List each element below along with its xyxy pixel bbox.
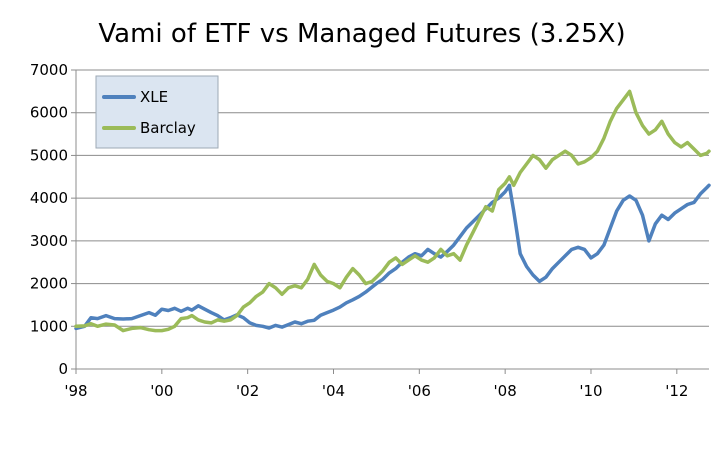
x-tick-label: '02 [236, 382, 259, 400]
legend: XLE Barclay [95, 75, 219, 149]
y-tick-label: 1000 [30, 317, 68, 335]
series-lines [74, 89, 711, 333]
series-line-barclay [74, 89, 711, 333]
y-tick-label: 4000 [30, 189, 68, 207]
x-tick-label: '06 [408, 382, 431, 400]
legend-box [95, 75, 219, 149]
y-tick-label: 7000 [30, 61, 68, 79]
legend-label-barclay: Barclay [140, 119, 196, 137]
y-tick-label: 0 [58, 360, 68, 378]
y-tick-label: 3000 [30, 232, 68, 250]
x-tick-label: '10 [579, 382, 602, 400]
x-tick-label: '98 [64, 382, 87, 400]
x-tick-label: '12 [665, 382, 688, 400]
chart-title: Vami of ETF vs Managed Futures (3.25X) [98, 19, 625, 49]
x-tick-label: '08 [494, 382, 517, 400]
axes [75, 70, 709, 370]
legend-label-xle: XLE [140, 88, 168, 106]
x-tick-label: '04 [322, 382, 345, 400]
x-tick-label: '00 [150, 382, 173, 400]
y-tick-label: 2000 [30, 275, 68, 293]
x-axis-tick-labels: '98 '00 '02 '04 '06 '08 '10 '12 [64, 369, 688, 400]
y-tick-label: 6000 [30, 104, 68, 122]
y-axis-tick-labels: 0 1000 2000 3000 4000 5000 6000 7000 [30, 61, 76, 378]
y-tick-label: 5000 [30, 146, 68, 164]
